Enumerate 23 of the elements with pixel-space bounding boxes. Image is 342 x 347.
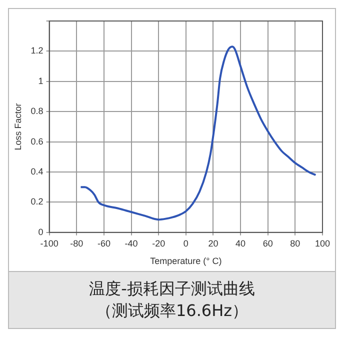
x-tick-label: 100 [314,238,330,248]
x-tick-label: 20 [208,238,218,248]
text: （测试频率16.6Hz） [94,300,250,322]
x-tick-label: -60 [97,238,110,248]
y-tick-label: 0.2 [30,196,44,207]
x-tick-label: -80 [70,238,84,248]
x-tick-label: 0 [183,238,188,248]
x-tick-label: 80 [290,238,300,248]
x-tick-label: 60 [262,238,273,248]
y-tick-label: 0.8 [30,106,44,116]
x-tick-label: -40 [124,238,138,248]
y-tick-label: 1 [38,76,44,86]
x-tick-label: -20 [152,238,166,248]
x-axis-title: Temperature (° C) [150,256,222,266]
text: 温度-损耗因子测试曲线 [88,278,256,300]
y-tick-label: 0 [38,226,44,237]
y-tick-label: 0.6 [30,136,44,146]
y-tick-label: 0.4 [30,166,44,176]
x-tick-label: -100 [40,238,58,248]
y-axis-title: Loss Factor [12,103,23,150]
x-tick-label: 40 [236,238,246,248]
y-tick-label: 1.2 [30,46,44,56]
line-series [80,46,317,221]
